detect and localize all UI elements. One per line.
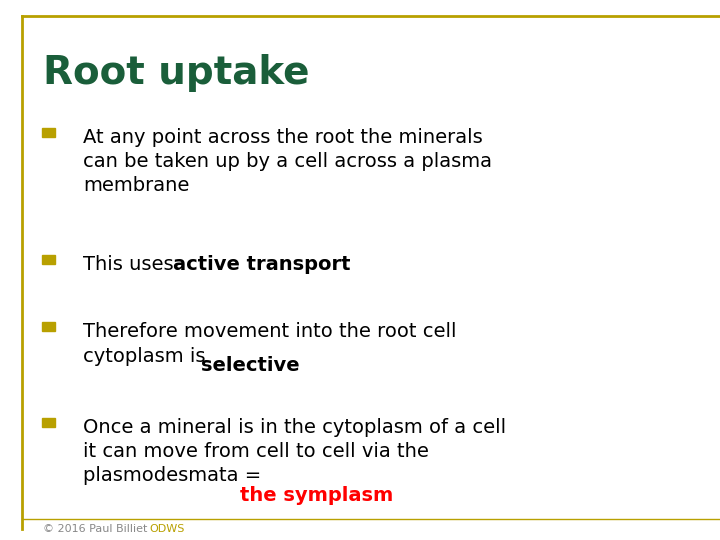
FancyBboxPatch shape (42, 128, 55, 137)
Text: selective: selective (201, 356, 300, 375)
Text: © 2016 Paul Billiet: © 2016 Paul Billiet (43, 524, 151, 534)
Text: This uses: This uses (83, 255, 180, 274)
Text: Once a mineral is in the cytoplasm of a cell
it can move from cell to cell via t: Once a mineral is in the cytoplasm of a … (83, 418, 506, 485)
Text: Therefore movement into the root cell
cytoplasm is: Therefore movement into the root cell cy… (83, 322, 456, 366)
Text: active transport: active transport (173, 255, 351, 274)
Text: ODWS: ODWS (149, 524, 184, 534)
Text: Root uptake: Root uptake (43, 54, 310, 92)
Text: At any point across the root the minerals
can be taken up by a cell across a pla: At any point across the root the mineral… (83, 128, 492, 195)
FancyBboxPatch shape (42, 418, 55, 427)
FancyBboxPatch shape (42, 322, 55, 331)
Text: the symplasm: the symplasm (240, 486, 393, 505)
FancyBboxPatch shape (42, 255, 55, 264)
